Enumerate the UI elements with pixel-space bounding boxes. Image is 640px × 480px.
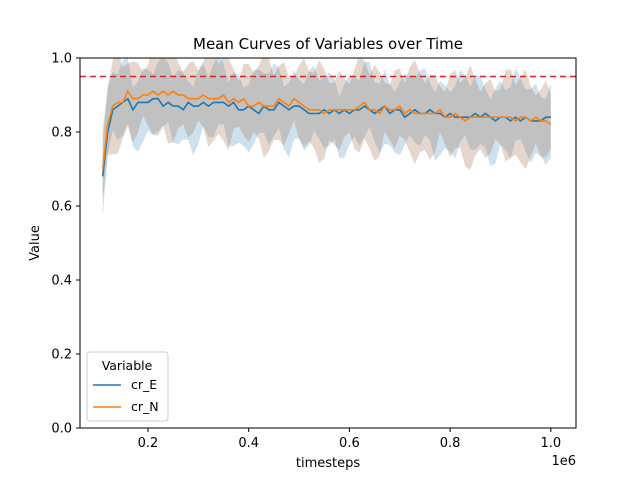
x-tick-label: 0.2 <box>138 436 159 451</box>
y-tick-label: 0.2 <box>51 348 72 363</box>
y-tick-label: 0.6 <box>51 200 72 215</box>
y-tick-label: 0.0 <box>51 422 72 437</box>
x-tick-label: 0.6 <box>339 436 360 451</box>
x-tick-label: 0.4 <box>238 436 259 451</box>
x-tick-label: 0.8 <box>440 436 461 451</box>
y-tick-label: 0.4 <box>51 274 72 289</box>
x-axis: 0.2 0.4 0.6 0.8 1.0 <box>138 428 561 451</box>
y-tick-label: 0.8 <box>51 126 72 141</box>
y-axis: 0.0 0.2 0.4 0.6 0.8 1.0 <box>51 52 80 437</box>
legend-box <box>86 351 169 422</box>
y-tick-label: 1.0 <box>51 52 72 67</box>
band-cr-n <box>102 58 551 200</box>
legend: Variable cr_E cr_N <box>86 351 169 422</box>
series-line-cr-n <box>101 89 552 170</box>
y-axis-label: Value <box>28 225 43 261</box>
plot-frame <box>79 57 577 429</box>
legend-title: Variable <box>102 358 153 373</box>
series-lines <box>101 89 552 177</box>
band-cr-e <box>102 58 551 218</box>
confidence-bands <box>102 58 551 218</box>
legend-label-cr-e: cr_E <box>131 377 157 392</box>
legend-label-cr-n: cr_N <box>131 399 159 414</box>
x-axis-offset-text: 1e6 <box>551 454 576 469</box>
x-axis-label: timesteps <box>296 456 360 471</box>
x-tick-label: 1.0 <box>540 436 561 451</box>
chart-title: Mean Curves of Variables over Time <box>193 35 463 53</box>
